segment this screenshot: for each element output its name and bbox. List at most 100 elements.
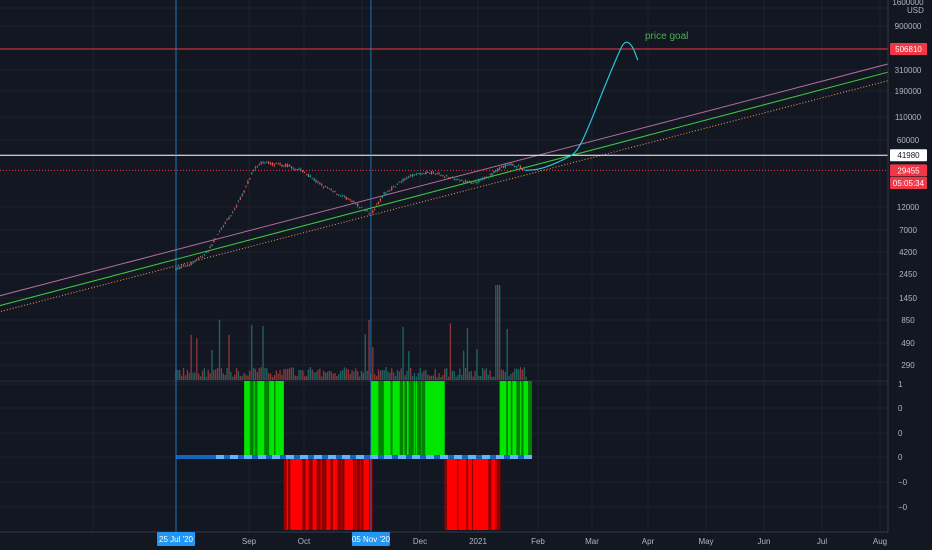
volume-bar (428, 375, 431, 380)
price-tick-label: 310000 (895, 66, 922, 75)
volume-bar (220, 368, 223, 380)
indicator-baseline-segment (230, 455, 238, 459)
candle-body (181, 266, 183, 268)
candlestick-series (175, 160, 527, 272)
volume-bar (440, 376, 442, 380)
candle-body (478, 179, 480, 183)
candle-body (275, 163, 277, 164)
candle-body (481, 177, 484, 180)
candle-body (324, 185, 327, 187)
candle-body (290, 166, 293, 168)
candle-body (410, 174, 412, 176)
indicator-shade (444, 457, 448, 530)
indicator-shade (408, 381, 411, 457)
indicator-shade (353, 457, 355, 530)
candle-body (485, 176, 488, 178)
volume-bar (288, 368, 291, 380)
volume-bar (406, 370, 408, 380)
candle-body (268, 161, 270, 164)
volume-bar (385, 367, 387, 380)
volume-bar (196, 338, 198, 380)
volume-bar (324, 372, 327, 380)
candle-body (302, 170, 304, 172)
volume-bar (269, 373, 272, 380)
indicator-baseline-segment (482, 455, 490, 459)
candle-body (483, 177, 486, 179)
candle-body (262, 162, 264, 164)
candle-body (427, 172, 429, 173)
candle-body (264, 162, 266, 164)
candle-body (215, 238, 217, 240)
volume-bar (237, 370, 240, 380)
volume-bar (285, 369, 287, 380)
volume-bar (387, 371, 389, 380)
indicator-shade (399, 381, 404, 457)
time-tick-label: May (698, 537, 713, 546)
indicator-shade (390, 381, 393, 457)
volume-bar (453, 371, 455, 380)
candle-body (440, 174, 442, 176)
trend-lines (0, 58, 907, 313)
volume-bar (485, 368, 488, 380)
candle-body (510, 163, 512, 165)
volume-bar (442, 375, 444, 380)
candle-body (260, 161, 262, 164)
volume-bar (400, 368, 402, 380)
indicator-baseline-segment (454, 455, 462, 459)
candle-body (394, 186, 397, 188)
volume-bar (296, 376, 298, 380)
price-tick-label: 60000 (897, 136, 920, 145)
candle-body (317, 181, 319, 183)
indicator-shade (330, 457, 333, 530)
indicator-shade (521, 381, 524, 457)
candle-body (461, 180, 463, 181)
indicator-bar-up (499, 381, 528, 457)
candle-body (466, 181, 469, 183)
time-axis[interactable]: Sep Oct Dec 2021 Feb Mar Apr May Jun Jul Aug (242, 537, 887, 546)
volume-bar (339, 370, 342, 380)
candle-body (366, 210, 368, 212)
price-goal-annotation: price goal (645, 31, 688, 42)
indicator-shade (378, 381, 382, 457)
volume-bar (338, 374, 340, 380)
candle-body (198, 257, 200, 260)
volume-bar (474, 370, 476, 380)
volume-bar (398, 371, 400, 380)
candle-body (190, 262, 192, 265)
volume-bar (523, 367, 525, 380)
candle-body (211, 244, 213, 246)
candle-body (396, 183, 399, 185)
volume-bar (256, 372, 259, 380)
candle-body (464, 180, 467, 183)
indicator-shade (274, 381, 276, 457)
candle-body (491, 173, 493, 176)
candle-body (266, 161, 268, 163)
price-tick-label: 1450 (899, 294, 917, 303)
indicator-baseline-segment (426, 455, 434, 459)
volume-bar (302, 370, 304, 380)
indicator-shade (488, 457, 492, 530)
indicator-baseline-segment (286, 455, 294, 459)
candle-body (256, 166, 259, 168)
volume-bar (203, 368, 206, 380)
level-label: 29455 (897, 166, 920, 175)
time-tick-label: Jun (758, 537, 771, 546)
indicator-tick-label: −0 (898, 503, 908, 512)
volume-bar (343, 367, 346, 380)
indicator-shade (264, 381, 267, 457)
volume-bar (188, 372, 190, 380)
price-axis[interactable]: 1600000 900000 310000 190000 110000 60000 1200… (892, 0, 924, 370)
candle-body (498, 167, 501, 170)
candle-body (201, 256, 204, 258)
volume-bar (470, 370, 472, 380)
volume-bar (468, 371, 470, 380)
volume-bar (392, 372, 395, 380)
volume-bar (247, 375, 249, 380)
level-label: 506810 (895, 45, 922, 54)
volume-bar (226, 367, 228, 380)
indicator-shade (254, 381, 258, 457)
candle-body (298, 168, 300, 170)
volume-bar (368, 320, 370, 380)
candle-body (449, 177, 452, 179)
